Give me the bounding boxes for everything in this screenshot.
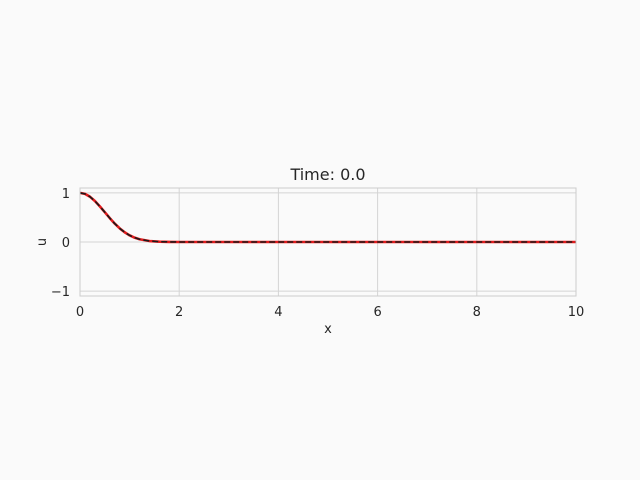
y-axis-ticks: −1 0 1 (51, 187, 70, 300)
y-tick-label: 1 (62, 187, 70, 202)
plot-frame (79, 187, 577, 297)
x-tick-label: 0 (76, 305, 84, 320)
y-axis-label: u (35, 238, 50, 246)
x-tick-label: 10 (568, 305, 585, 320)
x-axis-label: x (324, 322, 332, 337)
plot-area: 0 2 4 6 8 10 −1 0 1 (51, 187, 584, 320)
dashed-series-line (79, 192, 576, 243)
x-tick-label: 8 (473, 305, 481, 320)
x-tick-label: 2 (175, 305, 183, 320)
x-tick-label: 6 (373, 305, 381, 320)
y-tick-label: −1 (51, 285, 70, 300)
series-layer (79, 191, 576, 244)
x-tick-label: 4 (274, 305, 282, 320)
x-axis-ticks: 0 2 4 6 8 10 (76, 305, 584, 320)
y-tick-label: 0 (62, 236, 70, 251)
chart-title: Time: 0.0 (289, 165, 365, 184)
